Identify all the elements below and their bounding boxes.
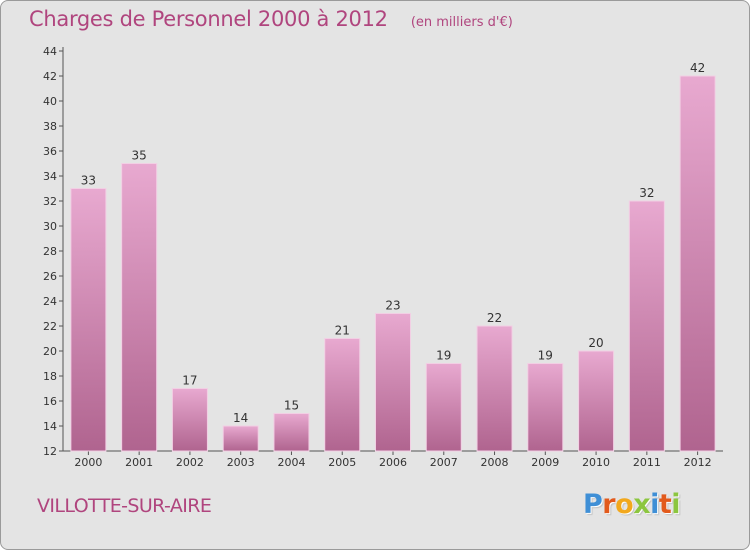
- x-tick-label: 2002: [176, 456, 204, 469]
- logo-letter: o: [615, 489, 634, 520]
- title-row: Charges de Personnel 2000 à 2012 (en mil…: [29, 7, 513, 31]
- bar-2009: [527, 363, 564, 452]
- y-tick-label: 28: [43, 245, 57, 258]
- value-label: 32: [639, 186, 654, 200]
- y-tick-label: 26: [43, 270, 57, 283]
- value-label: 22: [487, 311, 502, 325]
- value-label: 33: [81, 174, 96, 188]
- value-label: 14: [233, 411, 248, 425]
- y-tick-label: 30: [43, 220, 57, 233]
- x-tick-label: 2009: [531, 456, 559, 469]
- value-label: 42: [690, 61, 705, 75]
- x-tick-label: 2004: [277, 456, 305, 469]
- bar-2000: [70, 188, 107, 452]
- value-label: 19: [436, 349, 451, 363]
- logo-letter: i: [650, 489, 659, 520]
- y-tick-label: 34: [43, 170, 57, 183]
- y-tick-label: 44: [43, 45, 57, 58]
- value-label: 15: [284, 399, 299, 413]
- x-tick-label: 2000: [74, 456, 102, 469]
- data-labels: 33 35 17 14 15 21 23 19 22 19 20 32 42: [81, 61, 706, 425]
- value-label: 35: [132, 149, 147, 163]
- axes: 12 14 16 18 20 22 24 26 28 30 32 34 36 38 40 42 44 2000 20…: [43, 45, 723, 469]
- y-tick-label: 42: [43, 70, 57, 83]
- logo-letter: i: [671, 489, 681, 520]
- value-label: 17: [182, 374, 197, 388]
- y-tick-label: 36: [43, 145, 57, 158]
- x-tick-label: 2008: [481, 456, 509, 469]
- x-tick-label: 2007: [430, 456, 458, 469]
- value-label: 20: [588, 336, 603, 350]
- y-tick-label: 40: [43, 95, 57, 108]
- y-tick-label: 22: [43, 320, 57, 333]
- bar-2004: [273, 413, 310, 452]
- x-tick-label: 2006: [379, 456, 407, 469]
- y-tick-label: 14: [43, 420, 57, 433]
- x-tick-label: 2011: [633, 456, 661, 469]
- x-tick-label: 2012: [684, 456, 712, 469]
- chart-subtitle: (en milliers d'€): [410, 15, 513, 30]
- bar-2002: [171, 388, 208, 452]
- bar-2001: [121, 163, 158, 452]
- y-tick-label: 38: [43, 120, 57, 133]
- bar-2008: [476, 325, 513, 452]
- logo-letter: t: [658, 489, 672, 520]
- x-tick-label: 2005: [328, 456, 356, 469]
- y-tick-label: 18: [43, 370, 57, 383]
- value-label: 19: [538, 349, 553, 363]
- x-tick-label: 2010: [582, 456, 610, 469]
- logo-letter: r: [602, 489, 616, 520]
- y-tick-label: 24: [43, 295, 57, 308]
- logo-letter: x: [633, 489, 651, 520]
- y-tick-label: 12: [43, 445, 57, 458]
- logo-letter: P: [583, 489, 603, 520]
- value-label: 21: [335, 324, 350, 338]
- x-tick-label: 2003: [227, 456, 255, 469]
- bar-2003: [222, 425, 259, 452]
- bar-2006: [375, 313, 411, 452]
- commune-name: VILLOTTE-SUR-AIRE: [37, 495, 212, 517]
- bar-2007: [425, 363, 462, 452]
- bar-2005: [324, 338, 361, 452]
- value-label: 23: [385, 299, 400, 313]
- bars: [70, 75, 716, 452]
- y-tick-label: 16: [43, 395, 57, 408]
- x-tick-label: 2001: [125, 456, 153, 469]
- proxiti-logo: Proxiti: [583, 489, 681, 520]
- bar-2011: [628, 200, 665, 452]
- bar-2012: [679, 75, 716, 452]
- y-tick-label: 32: [43, 195, 57, 208]
- bar-2010: [578, 350, 615, 452]
- chart-title: Charges de Personnel 2000 à 2012: [29, 7, 388, 31]
- y-tick-label: 20: [43, 345, 57, 358]
